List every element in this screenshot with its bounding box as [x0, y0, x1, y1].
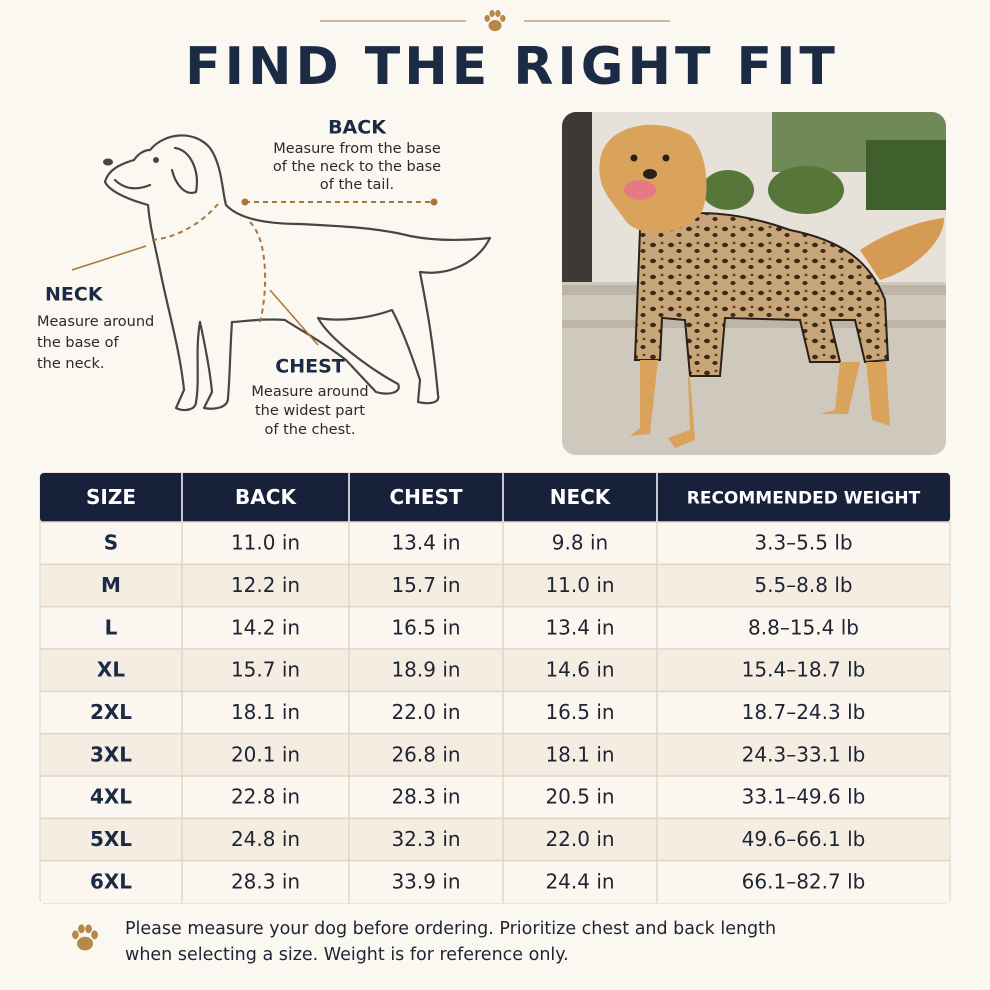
back-description: of the tail.	[320, 177, 394, 193]
neck-label: NECK	[45, 284, 104, 306]
back-description: of the neck to the base	[273, 159, 441, 175]
table-cell: 8.8–15.4 lb	[748, 615, 859, 639]
table-row	[41, 564, 949, 607]
size-cell: M	[101, 573, 121, 597]
table-row	[41, 818, 949, 861]
table-cell: 20.5 in	[545, 785, 614, 809]
note: Please measure your dog before ordering.…	[125, 919, 776, 939]
table-row	[41, 606, 949, 649]
dog-illustration	[71, 134, 492, 412]
size-cell: S	[104, 531, 118, 555]
paw-icon	[72, 924, 98, 951]
product-photo	[562, 112, 946, 455]
size-cell: L	[105, 615, 118, 639]
table-cell: 26.8 in	[391, 742, 460, 766]
chest-description: the widest part	[255, 403, 365, 419]
table-row	[41, 733, 949, 776]
column-header: SIZE	[86, 485, 136, 509]
table-cell: 24.3–33.1 lb	[742, 742, 866, 766]
table-cell: 33.1–49.6 lb	[742, 785, 866, 809]
chest-label: CHEST	[275, 356, 345, 378]
table-cell: 18.1 in	[545, 742, 614, 766]
size-cell: 2XL	[90, 700, 132, 724]
back-description: Measure from the base	[273, 141, 441, 157]
back-label: BACK	[328, 117, 387, 139]
table-cell: 24.8 in	[231, 827, 300, 851]
table-cell: 24.4 in	[545, 869, 614, 893]
table-cell: 11.0 in	[231, 531, 300, 555]
paw-icon	[484, 9, 506, 32]
column-header: BACK	[235, 485, 297, 509]
table-cell: 13.4 in	[545, 615, 614, 639]
table-cell: 15.7 in	[391, 573, 460, 597]
table-cell: 66.1–82.7 lb	[742, 869, 866, 893]
table-row	[41, 691, 949, 734]
table-cell: 18.1 in	[231, 700, 300, 724]
size-cell: XL	[97, 658, 125, 682]
table-cell: 11.0 in	[545, 573, 614, 597]
size-cell: 6XL	[90, 869, 132, 893]
table-cell: 14.6 in	[545, 658, 614, 682]
table-cell: 15.7 in	[231, 658, 300, 682]
table-cell: 3.3–5.5 lb	[754, 531, 852, 555]
note: when selecting a size. Weight is for ref…	[125, 945, 569, 965]
table-row	[41, 776, 949, 819]
table-row	[41, 649, 949, 692]
table-cell: 15.4–18.7 lb	[742, 658, 866, 682]
column-header: CHEST	[389, 485, 462, 509]
table-row	[41, 860, 949, 903]
title: FIND THE RIGHT FIT	[185, 37, 839, 97]
table-cell: 16.5 in	[391, 615, 460, 639]
table-row	[41, 522, 949, 565]
neck-description: the neck.	[37, 356, 105, 372]
table-cell: 22.0 in	[545, 827, 614, 851]
table-cell: 49.6–66.1 lb	[742, 827, 866, 851]
table-cell: 33.9 in	[391, 869, 460, 893]
table-cell: 18.9 in	[391, 658, 460, 682]
table-cell: 28.3 in	[231, 869, 300, 893]
chest-description: of the chest.	[265, 422, 356, 438]
table-cell: 28.3 in	[391, 785, 460, 809]
column-header: RECOMMENDED WEIGHT	[687, 489, 921, 509]
table-cell: 20.1 in	[231, 742, 300, 766]
table-header	[40, 473, 950, 522]
table-cell: 5.5–8.8 lb	[754, 573, 852, 597]
neck-description: the base of	[37, 335, 119, 351]
table-cell: 22.0 in	[391, 700, 460, 724]
table-cell: 13.4 in	[391, 531, 460, 555]
table-cell: 22.8 in	[231, 785, 300, 809]
column-header: NECK	[550, 485, 612, 509]
size-cell: 4XL	[90, 785, 132, 809]
table-cell: 12.2 in	[231, 573, 300, 597]
chest-description: Measure around	[251, 384, 368, 400]
size-table: SIZE BACK CHEST NECK RECOMMENDED WEIGHT S 11.0…	[39, 472, 951, 904]
table-cell: 16.5 in	[545, 700, 614, 724]
table-cell: 14.2 in	[231, 615, 300, 639]
size-cell: 5XL	[90, 827, 132, 851]
neck-description: Measure around	[37, 314, 154, 330]
table-cell: 9.8 in	[552, 531, 608, 555]
table-cell: 32.3 in	[391, 827, 460, 851]
size-cell: 3XL	[90, 742, 132, 766]
table-cell: 18.7–24.3 lb	[742, 700, 866, 724]
